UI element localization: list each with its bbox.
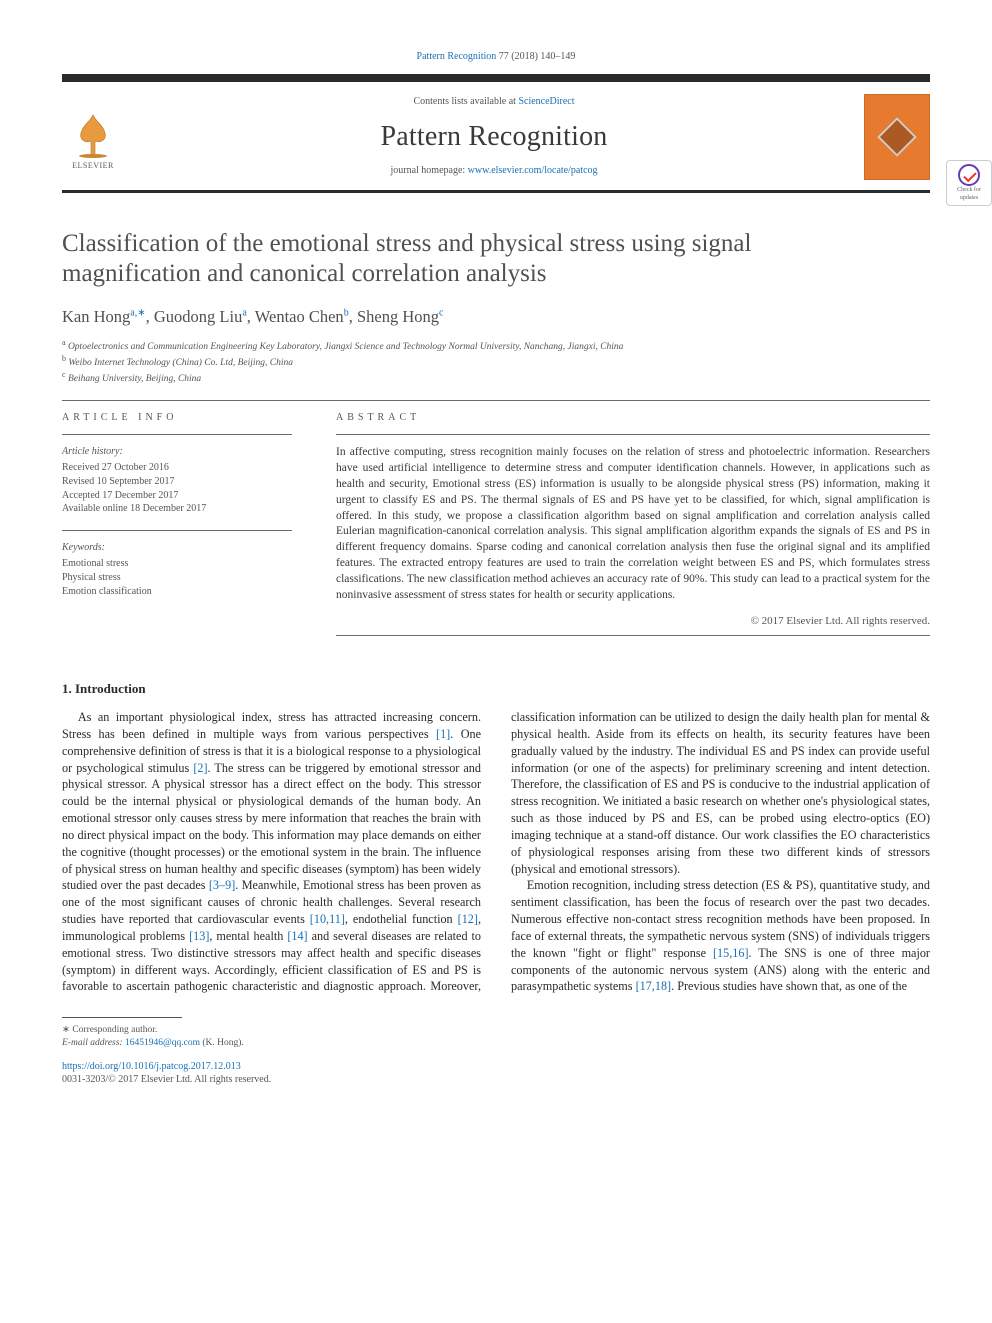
keyword-3: Emotion classification xyxy=(62,586,152,597)
elsevier-tree-icon xyxy=(69,111,117,159)
contents-prefix: Contents lists available at xyxy=(413,96,518,107)
ref-15-16[interactable]: [15,16] xyxy=(713,946,749,960)
crossmark-badge[interactable]: Check for updates xyxy=(946,160,992,206)
corr-label: ∗ Corresponding author. xyxy=(62,1025,157,1035)
crossmark-text-2: updates xyxy=(960,194,978,202)
keywords-block: Keywords: Emotional stress Physical stre… xyxy=(62,541,292,598)
affil-a: Optoelectronics and Communication Engine… xyxy=(68,342,624,352)
publisher-logo: ELSEVIER xyxy=(62,102,124,172)
ref-10-11[interactable]: [10,11] xyxy=(310,912,345,926)
abstract-heading: ABSTRACT xyxy=(336,411,930,425)
masthead-center: Contents lists available at ScienceDirec… xyxy=(138,95,850,178)
ref-14[interactable]: [14] xyxy=(287,929,307,943)
p2c: . Previous studies have shown that, as o… xyxy=(671,979,907,993)
homepage-line: journal homepage: www.elsevier.com/locat… xyxy=(138,164,850,178)
ref-3-9[interactable]: [3–9] xyxy=(209,878,235,892)
homepage-link[interactable]: www.elsevier.com/locate/patcog xyxy=(468,165,598,176)
author-1-corr: ∗ xyxy=(137,307,145,318)
doi-line: https://doi.org/10.1016/j.patcog.2017.12… xyxy=(62,1060,930,1074)
history-revised: Revised 10 September 2017 xyxy=(62,476,174,487)
author-1: Kan Hong xyxy=(62,307,130,326)
article-title: Classification of the emotional stress a… xyxy=(62,229,842,290)
abstract-copyright: © 2017 Elsevier Ltd. All rights reserved… xyxy=(336,614,930,629)
contents-line: Contents lists available at ScienceDirec… xyxy=(138,95,850,109)
corresponding-author-note: ∗ Corresponding author. E-mail address: … xyxy=(62,1024,930,1050)
author-3: Wentao Chen xyxy=(255,307,344,326)
citation-vol: 77 (2018) 140–149 xyxy=(499,51,576,62)
doi-link[interactable]: https://doi.org/10.1016/j.patcog.2017.12… xyxy=(62,1061,241,1072)
p1e: , endothelial function xyxy=(345,912,458,926)
journal-name: Pattern Recognition xyxy=(138,118,850,156)
abstract-column: ABSTRACT In affective computing, stress … xyxy=(336,411,930,646)
homepage-prefix: journal homepage: xyxy=(390,165,467,176)
history-online: Available online 18 December 2017 xyxy=(62,503,206,514)
article-history: Article history: Received 27 October 201… xyxy=(62,445,292,516)
ref-17-18[interactable]: [17,18] xyxy=(636,979,672,993)
article-info-heading: ARTICLE INFO xyxy=(62,411,292,425)
publisher-name: ELSEVIER xyxy=(72,161,114,172)
p1g: , mental health xyxy=(209,929,287,943)
ref-2[interactable]: [2] xyxy=(193,761,207,775)
email-link[interactable]: 16451946@qq.com xyxy=(125,1038,200,1048)
history-accepted: Accepted 17 December 2017 xyxy=(62,490,178,501)
email-who: (K. Hong). xyxy=(202,1038,243,1048)
article-info-column: ARTICLE INFO Article history: Received 2… xyxy=(62,411,292,646)
body-two-column: As an important physiological index, str… xyxy=(62,709,930,995)
crossmark-text-1: Check for xyxy=(957,186,981,194)
info-rule-2 xyxy=(62,530,292,531)
affil-b: Weibo Internet Technology (China) Co. Lt… xyxy=(68,358,293,368)
running-head: Pattern Recognition 77 (2018) 140–149 xyxy=(62,50,930,64)
authors-line: Kan Honga,∗, Guodong Liua, Wentao Chenb,… xyxy=(62,306,930,328)
section-rule-top xyxy=(62,400,930,401)
keywords-label: Keywords: xyxy=(62,541,292,555)
sciencedirect-link[interactable]: ScienceDirect xyxy=(518,96,574,107)
author-2: Guodong Liu xyxy=(154,307,242,326)
author-3-affil: b xyxy=(344,307,349,318)
ref-12[interactable]: [12] xyxy=(458,912,478,926)
p1a: As an important physiological index, str… xyxy=(62,710,481,741)
history-label: Article history: xyxy=(62,445,292,459)
author-4: Sheng Hong xyxy=(357,307,439,326)
info-abstract-row: ARTICLE INFO Article history: Received 2… xyxy=(62,411,930,646)
footnote-separator xyxy=(62,1017,182,1018)
author-2-affil: a xyxy=(242,307,246,318)
intro-para-2: Emotion recognition, including stress de… xyxy=(511,877,930,995)
masthead: ELSEVIER Contents lists available at Sci… xyxy=(62,74,930,193)
citation-journal[interactable]: Pattern Recognition xyxy=(417,51,497,62)
history-received: Received 27 October 2016 xyxy=(62,462,169,473)
ref-1[interactable]: [1] xyxy=(436,727,450,741)
author-4-affil: c xyxy=(439,307,443,318)
ref-13[interactable]: [13] xyxy=(189,929,209,943)
info-rule xyxy=(62,434,292,435)
section-1-heading: 1. Introduction xyxy=(62,680,930,698)
abs-rule xyxy=(336,434,930,435)
keyword-2: Physical stress xyxy=(62,572,121,583)
p1c: . The stress can be triggered by emotion… xyxy=(62,761,481,893)
abstract-text: In affective computing, stress recogniti… xyxy=(336,445,930,604)
affil-c: Beihang University, Beijing, China xyxy=(68,374,201,384)
keyword-1: Emotional stress xyxy=(62,558,128,569)
abs-rule-bottom xyxy=(336,635,930,636)
journal-cover-thumbnail xyxy=(864,94,930,180)
issn-line: 0031-3203/© 2017 Elsevier Ltd. All right… xyxy=(62,1073,930,1087)
email-label: E-mail address: xyxy=(62,1038,123,1048)
affiliations: a Optoelectronics and Communication Engi… xyxy=(62,338,930,386)
